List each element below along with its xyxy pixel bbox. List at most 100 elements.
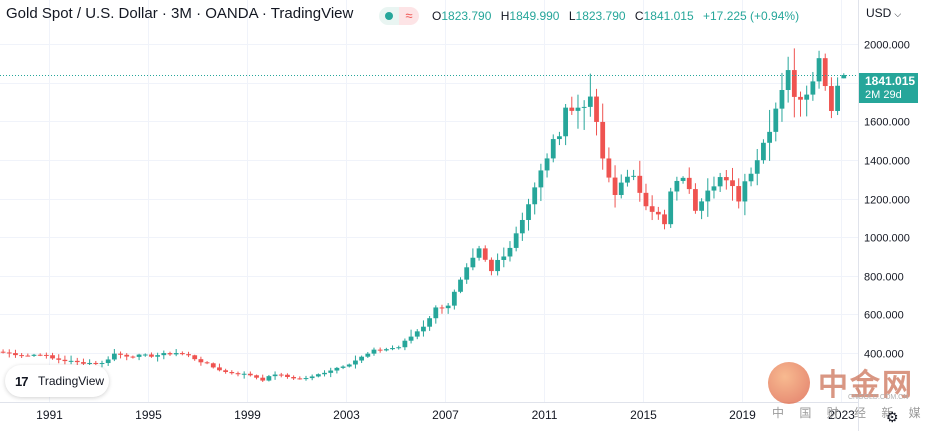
candle-body xyxy=(346,364,352,367)
candle-body xyxy=(587,96,593,107)
candle-body xyxy=(142,354,148,356)
candle-body xyxy=(186,354,191,356)
candle-body xyxy=(594,96,599,122)
y-tick-label: 400.000 xyxy=(864,349,904,361)
candle-body xyxy=(421,326,426,332)
candle-body xyxy=(489,259,494,272)
candle-body xyxy=(464,267,470,280)
candle-body xyxy=(241,373,247,375)
candle-body xyxy=(118,353,123,355)
candle-body xyxy=(427,318,433,327)
candle-body xyxy=(693,189,698,211)
candle-body xyxy=(779,90,785,109)
y-tick-label: 1000.000 xyxy=(864,233,910,245)
candle-body xyxy=(167,353,173,355)
candle-body xyxy=(124,354,130,357)
legend-pills[interactable]: ≈ xyxy=(379,7,419,25)
candle-body xyxy=(835,85,840,111)
candle-body xyxy=(668,191,674,225)
x-tick-label: 1991 xyxy=(36,408,63,422)
x-tick-label: 2019 xyxy=(729,408,756,422)
candle-body xyxy=(686,177,692,190)
candle-body xyxy=(155,355,161,357)
candle-body xyxy=(50,355,55,359)
low-value: 1823.790 xyxy=(575,9,626,23)
grid xyxy=(0,0,858,402)
candle-body xyxy=(111,353,117,360)
y-tick-label: 600.000 xyxy=(864,310,904,322)
candle-body xyxy=(699,201,704,211)
candle-body xyxy=(804,94,810,100)
watermark-tagline: 中 国 财 经 新 媒 体 xyxy=(772,406,925,420)
candle-body xyxy=(526,204,531,220)
candle-body xyxy=(210,363,216,368)
candle-body xyxy=(254,375,259,378)
candle-body xyxy=(235,373,241,375)
candle-body xyxy=(173,353,179,355)
candle-body xyxy=(309,376,315,379)
watermark-url: CNGOLD.COM.CN xyxy=(848,394,909,401)
candle-body xyxy=(550,139,556,159)
candle-body xyxy=(643,192,649,207)
candle-body xyxy=(383,349,389,351)
candle-body xyxy=(340,366,346,368)
live-dot-icon[interactable] xyxy=(379,7,399,25)
candle-body xyxy=(99,363,105,365)
candle-body xyxy=(557,136,562,140)
candle-body xyxy=(198,359,204,363)
candle-body xyxy=(563,107,569,137)
candle-body xyxy=(408,336,414,341)
candle-body xyxy=(223,370,229,373)
cngold-logo-icon xyxy=(768,362,810,404)
candle-body xyxy=(13,353,18,356)
candle-body xyxy=(229,372,235,374)
candle-body xyxy=(334,367,340,371)
candle-body xyxy=(470,257,476,268)
tradingview-logo-icon: 17 xyxy=(15,374,29,389)
candle-body xyxy=(637,175,643,193)
close-label: C xyxy=(634,9,644,23)
candle-body xyxy=(328,370,334,373)
candle-body xyxy=(606,158,612,178)
candle-body xyxy=(315,374,321,377)
chart-title: Gold Spot / U.S. Dollar · 3M · OANDA · T… xyxy=(6,5,354,22)
candle-body xyxy=(297,378,303,380)
wave-icon[interactable]: ≈ xyxy=(399,7,419,25)
candle-body xyxy=(717,177,723,187)
candle-body xyxy=(742,181,748,202)
x-tick-label: 2015 xyxy=(630,408,657,422)
candle-body xyxy=(458,279,463,292)
candle-body xyxy=(649,206,655,212)
candle-body xyxy=(785,70,791,91)
gear-icon[interactable]: ⚙ xyxy=(886,409,899,425)
candle-body xyxy=(600,121,606,159)
candle-body xyxy=(711,186,717,191)
candle-body xyxy=(575,107,581,111)
candle-body xyxy=(365,353,371,357)
close-value: 1841.015 xyxy=(643,9,694,23)
y-tick-label: 800.000 xyxy=(864,272,904,284)
high-value: 1849.990 xyxy=(509,9,560,23)
candle-body xyxy=(519,219,525,234)
candle-body xyxy=(291,376,297,379)
x-tick-label: 1995 xyxy=(135,408,162,422)
candle-body xyxy=(816,58,822,82)
candle-body xyxy=(655,211,661,215)
time-axis: 1991 1995 1999 2003 2007 2011 2015 2019 2023 xyxy=(36,408,855,422)
candle-body xyxy=(532,187,538,205)
high-label: H xyxy=(500,9,510,23)
candle-body xyxy=(625,176,630,183)
candle-body xyxy=(149,354,154,357)
open-value: 1823.790 xyxy=(441,9,492,23)
candle-body xyxy=(136,354,142,357)
candle-body xyxy=(538,170,544,188)
candle-body xyxy=(618,182,624,195)
currency-dropdown[interactable]: USD ⌵ xyxy=(866,6,901,20)
candle-body xyxy=(501,256,507,260)
x-tick-label: 1999 xyxy=(234,408,261,422)
candle-body xyxy=(81,362,86,364)
tradingview-badge[interactable]: 17 TradingView xyxy=(5,365,109,397)
candle-body xyxy=(402,340,408,348)
candle-body xyxy=(56,358,62,360)
